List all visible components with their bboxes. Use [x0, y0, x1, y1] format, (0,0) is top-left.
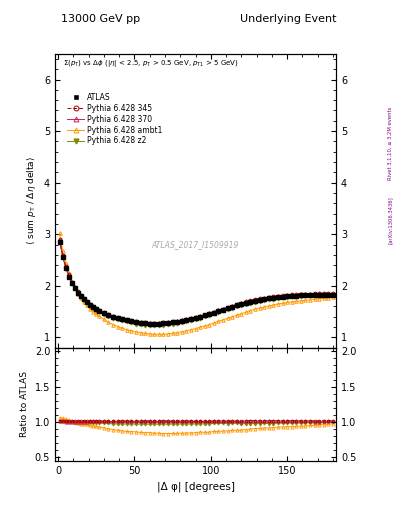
Text: Underlying Event: Underlying Event [239, 14, 336, 24]
Y-axis label: Ratio to ATLAS: Ratio to ATLAS [20, 371, 29, 437]
Legend: ATLAS, Pythia 6.428 345, Pythia 6.428 370, Pythia 6.428 ambt1, Pythia 6.428 z2: ATLAS, Pythia 6.428 345, Pythia 6.428 37… [67, 93, 162, 145]
X-axis label: |Δ φ| [degrees]: |Δ φ| [degrees] [156, 481, 235, 492]
Y-axis label: $\langle$ sum $p_\mathrm{T}$ / $\Delta\eta$ delta$\rangle$: $\langle$ sum $p_\mathrm{T}$ / $\Delta\e… [26, 156, 39, 245]
Text: Rivet 3.1.10, ≥ 3.2M events: Rivet 3.1.10, ≥ 3.2M events [388, 106, 393, 180]
Text: [arXiv:1306.3436]: [arXiv:1306.3436] [388, 196, 393, 244]
Text: $\Sigma(p_\mathrm{T})$ vs $\Delta\phi$ ($|\eta|$ < 2.5, $p_\mathrm{T}$ > 0.5 GeV: $\Sigma(p_\mathrm{T})$ vs $\Delta\phi$ (… [63, 58, 239, 69]
Text: 13000 GeV pp: 13000 GeV pp [61, 14, 140, 24]
Text: ATLAS_2017_I1509919: ATLAS_2017_I1509919 [152, 240, 239, 249]
